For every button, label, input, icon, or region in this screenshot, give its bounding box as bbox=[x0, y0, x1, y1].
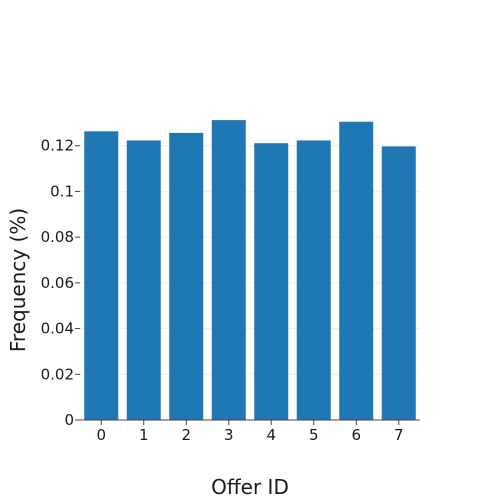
bar-0 bbox=[84, 131, 119, 421]
bar-4 bbox=[254, 143, 289, 420]
x-axis-title: Offer ID bbox=[211, 475, 289, 499]
bar-1 bbox=[126, 140, 161, 420]
bars bbox=[84, 120, 416, 421]
y-tick-label: 0.02 bbox=[41, 365, 74, 383]
y-tick-label: 0.1 bbox=[50, 182, 74, 200]
y-tick-label: 0.06 bbox=[41, 274, 74, 292]
x-tick-label: 5 bbox=[309, 426, 319, 444]
x-tick-label: 6 bbox=[351, 426, 361, 444]
bar-6 bbox=[339, 121, 374, 420]
bar-5 bbox=[296, 140, 331, 420]
x-tick-label: 7 bbox=[394, 426, 404, 444]
x-tick-label: 4 bbox=[266, 426, 276, 444]
x-tick-label: 2 bbox=[181, 426, 191, 444]
y-tick-label: 0.08 bbox=[41, 228, 74, 246]
x-tick-labels: 0 1 2 3 4 5 6 7 bbox=[96, 420, 404, 444]
bar-3 bbox=[211, 120, 246, 420]
x-tick-label: 1 bbox=[139, 426, 149, 444]
x-tick-label: 0 bbox=[96, 426, 106, 444]
y-tick-label: 0 bbox=[64, 411, 74, 429]
y-tick-label: 0.12 bbox=[41, 137, 74, 155]
y-tick-labels: 0 0.02 0.04 0.06 0.08 0.1 0.12 bbox=[41, 137, 80, 429]
axes bbox=[80, 419, 420, 421]
y-tick-label: 0.04 bbox=[41, 320, 74, 338]
bar-7 bbox=[381, 146, 416, 420]
y-axis-title: Frequency (%) bbox=[6, 208, 30, 352]
bar-2 bbox=[169, 132, 204, 420]
x-tick-label: 3 bbox=[224, 426, 234, 444]
